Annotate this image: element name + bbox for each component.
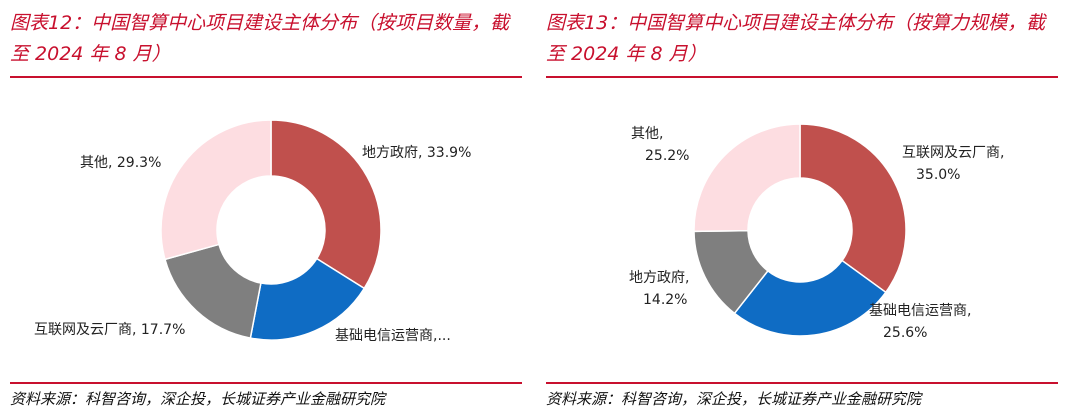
source-divider	[546, 382, 1058, 384]
data-label-2: 基础电信运营商,...	[335, 327, 451, 344]
source-note: 资料来源：科智咨询，深企投，长城证券产业金融研究院	[546, 390, 922, 408]
chart-title: 图表13：中国智算中心项目建设主体分布（按算力规模，截 至 2024 年 8 月…	[546, 8, 1066, 70]
source-divider	[10, 382, 522, 384]
data-label-1: 互联网及云厂商, 35.0%	[902, 145, 1004, 183]
chart-title-line-2: 至 2024 年 8 月）	[546, 43, 707, 65]
donut-slice-1	[799, 123, 907, 294]
donut-slice-4	[160, 119, 272, 261]
chart-title: 图表12：中国智算中心项目建设主体分布（按项目数量，截 至 2024 年 8 月…	[10, 8, 530, 70]
donut-chart-compute-scale: 互联网及云厂商, 35.0% 基础电信运营商, 25.6% 地方政府, 14.2% 其他, 2…	[629, 123, 1004, 341]
title-divider	[546, 76, 1058, 78]
data-label-2: 基础电信运营商, 25.6%	[869, 302, 971, 341]
chart-panel-project-count: 图表12：中国智算中心项目建设主体分布（按项目数量，截 至 2024 年 8 月…	[10, 0, 530, 420]
chart-title-line-1: 图表13：中国智算中心项目建设主体分布（按算力规模，截	[546, 12, 1046, 34]
data-label-3: 互联网及云厂商, 17.7%	[34, 322, 185, 338]
donut-chart-project-count: 地方政府, 33.9% 基础电信运营商,... 互联网及云厂商, 17.7% 其他, …	[34, 119, 471, 344]
donut-slice-2	[733, 259, 887, 337]
data-label-4: 其他, 29.3%	[80, 155, 161, 171]
chart-title-line-2: 至 2024 年 8 月）	[10, 43, 171, 65]
donut-slice-1	[270, 119, 382, 290]
data-label-4: 其他, 25.2%	[631, 126, 689, 164]
donut-slice-4	[693, 123, 801, 233]
donut-slice-2	[249, 257, 366, 341]
source-note: 资料来源：科智咨询，深企投，长城证券产业金融研究院	[10, 390, 386, 408]
data-label-3: 地方政府, 14.2%	[629, 270, 689, 308]
title-divider	[10, 76, 522, 78]
chart-title-line-1: 图表12：中国智算中心项目建设主体分布（按项目数量，截	[10, 12, 510, 34]
chart-panel-compute-scale: 图表13：中国智算中心项目建设主体分布（按算力规模，截 至 2024 年 8 月…	[546, 0, 1066, 420]
data-label-1: 地方政府, 33.9%	[362, 145, 471, 161]
